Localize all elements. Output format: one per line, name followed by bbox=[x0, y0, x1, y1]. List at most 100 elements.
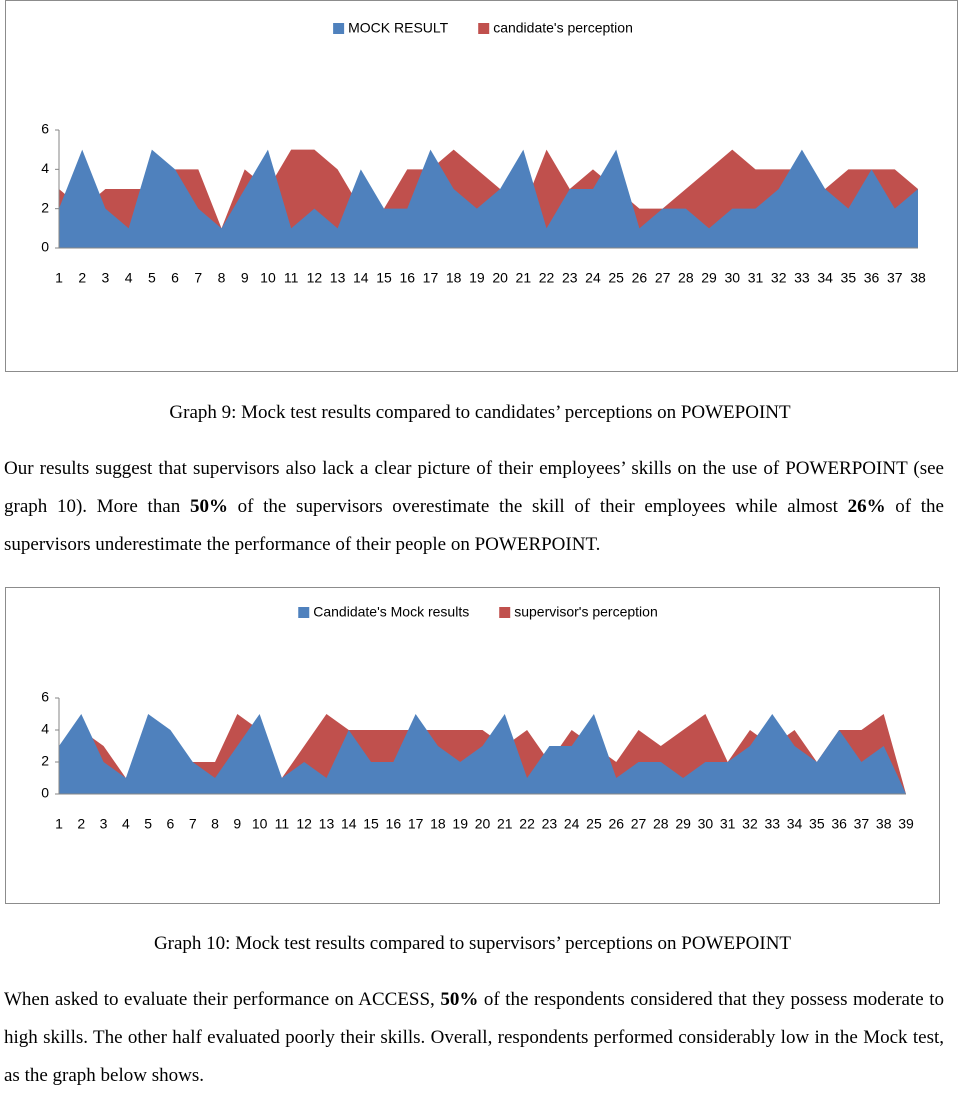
x-tick-label: 27 bbox=[631, 816, 647, 832]
x-tick-label: 8 bbox=[211, 816, 219, 832]
x-tick-label: 19 bbox=[469, 270, 485, 286]
x-tick-label: 17 bbox=[408, 816, 424, 832]
x-tick-label: 33 bbox=[794, 270, 810, 286]
x-tick-label: 31 bbox=[720, 816, 736, 832]
x-tick-label: 23 bbox=[542, 816, 558, 832]
x-tick-label: 18 bbox=[446, 270, 462, 286]
bold-text: 50% bbox=[189, 496, 228, 517]
legend-label: Candidate's Mock results bbox=[313, 604, 469, 620]
bold-text: 26% bbox=[847, 496, 886, 517]
x-tick-label: 22 bbox=[519, 816, 535, 832]
x-tick-label: 4 bbox=[122, 816, 130, 832]
paragraph: Our results suggest that supervisors als… bbox=[4, 450, 944, 564]
x-tick-label: 1 bbox=[55, 816, 63, 832]
caption: Graph 10: Mock test results compared to … bbox=[153, 933, 792, 954]
text: of the respondents considered that they … bbox=[4, 989, 945, 1086]
x-tick-label: 16 bbox=[386, 816, 402, 832]
x-tick-label: 14 bbox=[353, 270, 369, 286]
x-tick-label: 30 bbox=[724, 270, 740, 286]
x-tick-label: 10 bbox=[260, 270, 276, 286]
y-tick-label: 4 bbox=[41, 160, 49, 176]
caption: Graph 9: Mock test results compared to c… bbox=[169, 402, 791, 423]
x-tick-label: 36 bbox=[864, 270, 880, 286]
x-tick-label: 38 bbox=[876, 816, 892, 832]
x-tick-label: 35 bbox=[841, 270, 857, 286]
x-tick-label: 2 bbox=[77, 816, 85, 832]
x-tick-label: 5 bbox=[148, 270, 156, 286]
x-tick-label: 25 bbox=[586, 816, 602, 832]
x-tick-label: 38 bbox=[910, 270, 926, 286]
x-tick-label: 7 bbox=[189, 816, 197, 832]
x-tick-label: 7 bbox=[194, 270, 202, 286]
x-tick-label: 26 bbox=[608, 816, 624, 832]
x-tick-label: 35 bbox=[809, 816, 825, 832]
x-tick-label: 13 bbox=[330, 270, 346, 286]
text: of the supervisors overestimate the skil… bbox=[227, 496, 848, 517]
x-tick-label: 29 bbox=[701, 270, 717, 286]
x-tick-label: 4 bbox=[125, 270, 133, 286]
x-tick-label: 36 bbox=[831, 816, 847, 832]
x-tick-label: 2 bbox=[78, 270, 86, 286]
x-tick-label: 13 bbox=[319, 816, 335, 832]
legend-label: supervisor's perception bbox=[514, 604, 658, 620]
x-tick-label: 5 bbox=[144, 816, 152, 832]
legend-swatch bbox=[478, 23, 490, 34]
x-tick-label: 15 bbox=[363, 816, 379, 832]
x-tick-label: 6 bbox=[167, 816, 175, 832]
x-tick-label: 17 bbox=[423, 270, 439, 286]
x-tick-label: 30 bbox=[698, 816, 714, 832]
y-tick-label: 4 bbox=[41, 721, 49, 737]
y-tick-label: 0 bbox=[41, 239, 49, 255]
legend-label: MOCK RESULT bbox=[348, 20, 449, 36]
x-tick-label: 39 bbox=[898, 816, 914, 832]
x-tick-label: 19 bbox=[452, 816, 468, 832]
x-tick-label: 33 bbox=[764, 816, 780, 832]
text: of the supervisors underestimate the per… bbox=[4, 496, 944, 555]
y-tick-label: 6 bbox=[41, 689, 49, 705]
x-tick-label: 20 bbox=[475, 816, 491, 832]
x-tick-label: 23 bbox=[562, 270, 578, 286]
x-tick-label: 37 bbox=[854, 816, 870, 832]
x-tick-label: 37 bbox=[887, 270, 903, 286]
x-tick-label: 29 bbox=[675, 816, 691, 832]
x-tick-label: 21 bbox=[497, 816, 513, 832]
legend-label: candidate's perception bbox=[493, 20, 633, 36]
y-tick-label: 0 bbox=[41, 785, 49, 801]
x-tick-label: 14 bbox=[341, 816, 357, 832]
legend-swatch bbox=[333, 23, 345, 34]
x-tick-label: 9 bbox=[233, 816, 241, 832]
x-tick-label: 32 bbox=[771, 270, 787, 286]
area bbox=[59, 149, 918, 248]
x-tick-label: 15 bbox=[376, 270, 392, 286]
x-tick-label: 9 bbox=[241, 270, 249, 286]
x-tick-label: 11 bbox=[275, 816, 290, 832]
x-tick-label: 3 bbox=[102, 270, 110, 286]
text: Our results suggest that supervisors als… bbox=[4, 458, 944, 517]
x-tick-label: 32 bbox=[742, 816, 758, 832]
x-tick-label: 20 bbox=[492, 270, 508, 286]
x-tick-label: 6 bbox=[171, 270, 179, 286]
x-tick-label: 31 bbox=[748, 270, 764, 286]
x-tick-label: 24 bbox=[585, 270, 601, 286]
x-tick-label: 18 bbox=[430, 816, 446, 832]
x-tick-label: 16 bbox=[399, 270, 415, 286]
x-tick-label: 21 bbox=[516, 270, 532, 286]
x-tick-label: 24 bbox=[564, 816, 580, 832]
legend-swatch bbox=[499, 607, 511, 618]
x-tick-label: 8 bbox=[218, 270, 226, 286]
x-tick-label: 28 bbox=[678, 270, 694, 286]
bold-text: 50% bbox=[440, 989, 479, 1010]
text: When asked to evaluate their performance… bbox=[4, 989, 441, 1010]
paragraph: When asked to evaluate their performance… bbox=[4, 981, 944, 1095]
x-tick-label: 25 bbox=[608, 270, 624, 286]
x-tick-label: 34 bbox=[787, 816, 803, 832]
legend-swatch bbox=[298, 607, 310, 618]
x-tick-label: 12 bbox=[307, 270, 323, 286]
y-tick-label: 2 bbox=[41, 199, 49, 215]
y-tick-label: 6 bbox=[41, 121, 49, 137]
x-tick-label: 27 bbox=[655, 270, 671, 286]
area bbox=[59, 714, 906, 794]
